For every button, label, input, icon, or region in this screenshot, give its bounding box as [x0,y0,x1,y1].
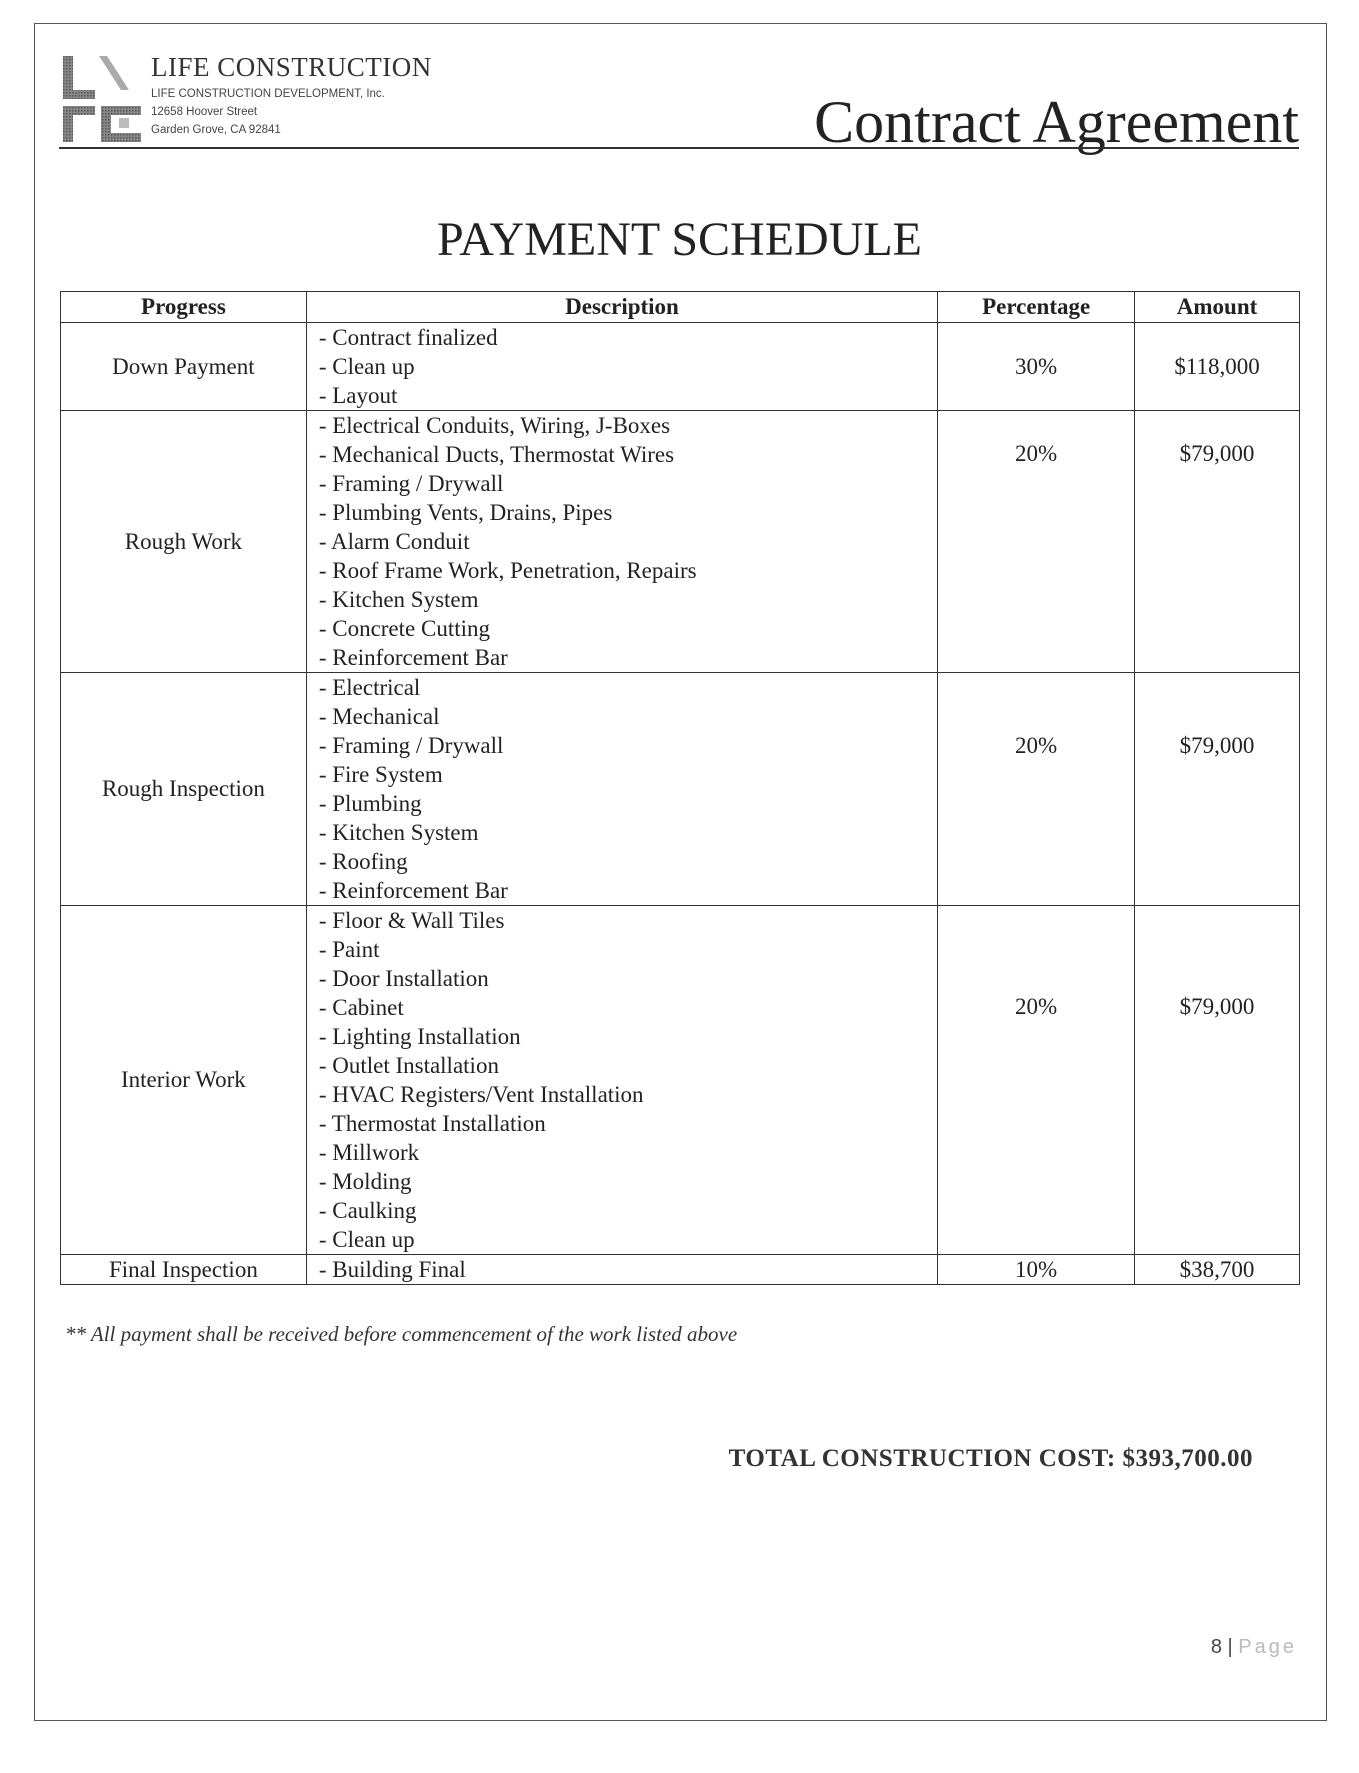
amount-cell: $79,000 [1134,672,1300,906]
percentage-cell: 20% [937,410,1136,673]
description-item: - Outlet Installation [318,1053,499,1078]
description-item: - Clean up [318,1227,415,1252]
progress-cell: Interior Work [60,905,307,1255]
description-item: - Roofing [318,849,408,874]
payment-note: ** All payment shall be received before … [65,1322,738,1346]
description-item: - Molding [318,1169,412,1194]
description-item: - Thermostat Installation [318,1111,546,1136]
description-cell: - Electrical Conduits, Wiring, J-Boxes - … [305,410,939,673]
description-item: - Mechanical Ducts, Thermostat Wires [318,442,675,467]
amount-cell: $79,000 [1134,410,1300,673]
table-row: Interior Work - Floor & Wall Tiles - Paint… [60,905,1300,1255]
description-item: - HVAC Registers/Vent Installation [318,1082,644,1107]
total-cost: TOTAL CONSTRUCTION COST: $393,700.00 [728,1445,1253,1472]
percentage-cell: 10% [937,1254,1136,1285]
amount-cell: $79,000 [1134,905,1300,1255]
header-divider [59,147,1299,149]
page-border [34,23,1327,1721]
table-row: Rough Work - Electrical Conduits, Wiring,… [60,410,1300,673]
description-item: - Caulking [318,1198,417,1223]
column-header-amount: Amount [1134,291,1300,323]
amount-cell: $38,700 [1134,1254,1300,1285]
page-label: Page [1238,1636,1297,1658]
description-item: - Layout [318,383,398,408]
description-item: - Paint [318,937,380,962]
company-legal-name: LIFE CONSTRUCTION DEVELOPMENT, Inc. [151,88,385,100]
description-item: - Lighting Installation [318,1024,521,1049]
description-cell: - Floor & Wall Tiles - Paint - Door Instal… [305,905,939,1255]
amount-cell: $118,000 [1134,322,1300,411]
description-item: - Framing / Drywall [318,471,504,496]
description-item: - Door Installation [318,966,489,991]
schedule-title: PAYMENT SCHEDULE [437,213,922,266]
description-item: - Plumbing Vents, Drains, Pipes [318,500,613,525]
description-item: - Mechanical [318,704,440,729]
column-header-percentage: Percentage [937,291,1136,323]
column-header-description: Description [305,291,939,323]
table-row: Final Inspection - Building Final 10% $38,7… [60,1254,1300,1285]
document-title: Contract Agreement [814,89,1299,155]
table-row: Down Payment - Contract finalized - Clean … [60,322,1300,411]
description-item: - Floor & Wall Tiles [318,908,505,933]
percentage-cell: 20% [937,905,1136,1255]
description-item: - Reinforcement Bar [318,878,508,903]
description-item: - Framing / Drywall [318,733,504,758]
description-item: - Clean up [318,354,415,379]
company-name: LIFE CONSTRUCTION [151,52,432,82]
description-item: - Fire System [318,762,443,787]
description-item: - Contract finalized [318,325,498,350]
progress-cell: Rough Work [60,410,307,673]
percentage-cell: 20% [937,672,1136,906]
column-header-progress: Progress [60,291,307,323]
page-footer: 8 | Page [1211,1636,1297,1659]
footer-separator: | [1227,1636,1233,1658]
description-item: - Kitchen System [318,587,479,612]
description-item: - Building Final [318,1257,466,1282]
percentage-cell: 30% [937,322,1136,411]
description-item: - Concrete Cutting [318,616,490,641]
table-header-row: Progress Description Percentage Amount [60,291,1300,323]
progress-cell: Final Inspection [60,1254,307,1285]
page-number: 8 [1210,1636,1222,1658]
progress-cell: Rough Inspection [60,672,307,906]
description-item: - Millwork [318,1140,420,1165]
description-item: - Cabinet [318,995,404,1020]
description-cell: - Contract finalized - Clean up - Layout [305,322,939,411]
description-item: - Alarm Conduit [318,529,470,554]
description-item: - Electrical Conduits, Wiring, J-Boxes [318,413,671,438]
description-item: - Reinforcement Bar [318,645,508,670]
payment-schedule-table: Progress Description Percentage Amount D… [60,291,1300,1285]
address-line-1: 12658 Hoover Street [151,106,258,118]
description-cell: - Electrical - Mechanical - Framing / Dryw… [305,672,939,906]
description-cell: - Building Final [305,1254,939,1285]
progress-cell: Down Payment [60,322,307,411]
description-item: - Electrical [318,675,421,700]
description-item: - Kitchen System [318,820,479,845]
address-line-2: Garden Grove, CA 92841 [151,124,281,136]
description-item: - Plumbing [318,791,422,816]
description-item: - Roof Frame Work, Penetration, Repairs [318,558,697,583]
table-row: Rough Inspection - Electrical - Mechanical… [60,672,1300,906]
company-logo [63,56,141,142]
